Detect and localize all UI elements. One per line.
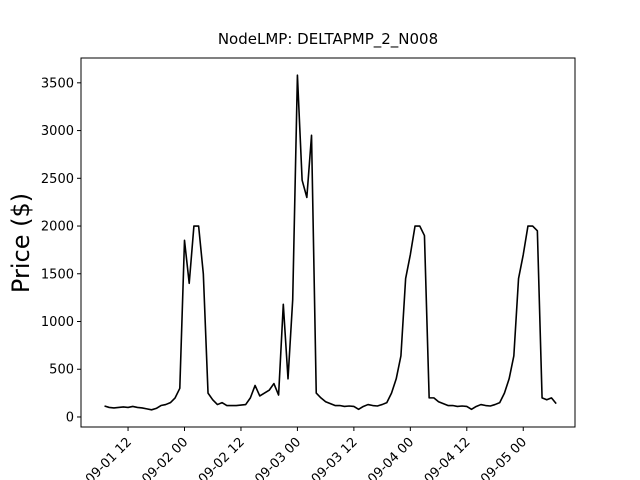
x-tick-label: 09-03 00 — [252, 435, 304, 480]
x-tick-label: 09-02 12 — [196, 435, 248, 480]
x-tick-label: 09-01 12 — [83, 435, 135, 480]
y-tick-label: 0 — [66, 410, 74, 425]
y-tick-label: 1500 — [41, 267, 74, 282]
y-tick-label: 3500 — [41, 76, 74, 91]
x-tick-label: 09-04 00 — [365, 435, 417, 480]
price-line — [104, 74, 557, 411]
x-tick-label: 09-02 00 — [139, 435, 191, 480]
y-tick-label: 2000 — [41, 220, 74, 235]
y-tick-label: 3000 — [41, 124, 74, 139]
chart-title: NodeLMP: DELTAPMP_2_N008 — [218, 30, 438, 49]
x-tick-label: 09-05 00 — [478, 435, 530, 480]
x-tick-label: 09-04 12 — [422, 435, 474, 480]
plot-frame — [80, 57, 576, 428]
x-tick-label: 09-03 12 — [309, 435, 361, 480]
y-axis-label: Price ($) — [7, 193, 35, 293]
y-tick-label: 2500 — [41, 172, 74, 187]
y-tick-label: 500 — [49, 363, 74, 378]
y-tick-label: 1000 — [41, 315, 74, 330]
